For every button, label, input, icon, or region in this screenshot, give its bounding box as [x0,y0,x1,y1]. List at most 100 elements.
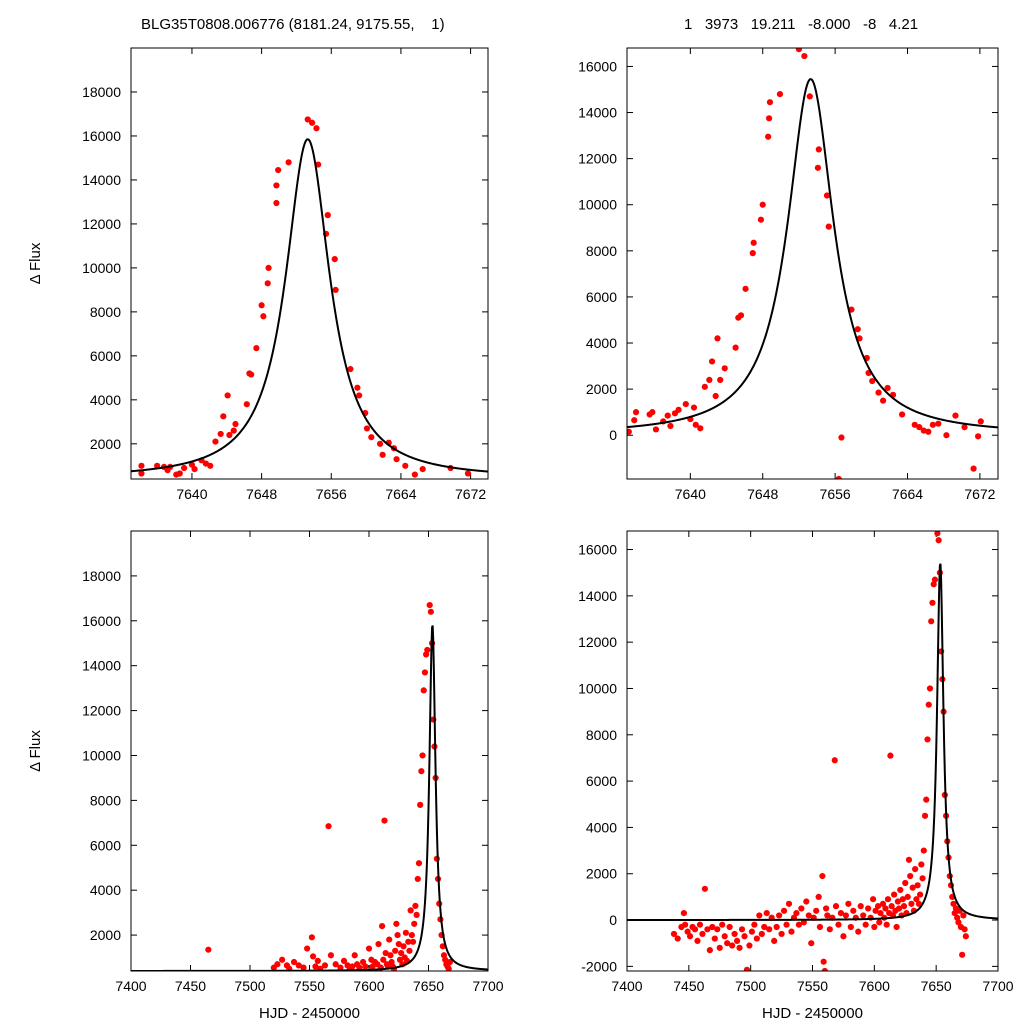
data-point [708,358,716,365]
data-point [778,930,785,938]
data-point [253,345,260,352]
data-point [908,900,915,907]
data-point [667,422,674,430]
x-tick-label: 7550 [294,978,325,994]
data-point [273,199,280,207]
data-point [248,371,255,378]
data-point [243,401,250,408]
data-point [826,926,833,933]
data-point [274,961,281,968]
x-tick-label: 7400 [611,978,642,994]
data-point [883,921,890,928]
data-point [854,326,861,333]
data-point [464,470,472,477]
y-tick-label: 6000 [90,348,121,364]
data-point [706,376,713,383]
data-point [847,923,854,931]
y-tick-label: 6000 [586,289,617,305]
data-point [682,921,689,928]
data-point [888,903,895,910]
data-point [232,420,239,428]
data-point [409,938,417,945]
data-point [732,344,739,351]
x-tick-label: 7672 [455,486,486,502]
y-tick-label: 6000 [90,837,121,853]
data-point [893,923,900,931]
data-point [904,893,911,900]
data-point [721,365,728,372]
data-point [632,409,640,416]
data-point [395,940,402,948]
data-point [783,921,790,928]
data-point [785,900,793,907]
y-tick-label: 8000 [586,243,617,259]
data-point [682,400,689,408]
data-point [415,860,423,867]
data-point [220,413,227,420]
data-point [862,921,869,928]
data-point [380,956,387,963]
data-point [835,475,842,479]
y-tick-label: 12000 [82,216,121,232]
data-point [411,471,418,478]
y-tick-label: -2000 [581,958,617,974]
data-point [419,466,426,473]
data-point [874,903,882,910]
data-point [798,905,805,912]
data-point [875,389,882,396]
data-point [902,879,909,887]
data-point [726,923,733,931]
data-point [394,931,401,939]
x-tick-label: 7450 [175,978,206,994]
data-point [977,418,984,425]
data-point [652,426,660,433]
data-point [765,115,773,122]
data-point [690,404,698,411]
data-point [743,966,751,971]
data-point [717,376,724,383]
data-point [865,905,872,912]
data-point [742,285,749,292]
data-point [756,912,763,919]
data-point [960,912,967,919]
data-point [921,812,929,819]
data-point [920,847,927,854]
data-point [631,417,638,424]
data-point [943,432,950,439]
data-point [931,576,939,583]
data-point [674,935,681,942]
data-point [309,119,316,126]
model-curve [131,625,488,971]
data-point [961,424,968,431]
data-point [356,392,363,399]
data-point [176,470,183,477]
x-axis-label: HJD - 2450000 [259,1005,360,1022]
data-point [295,962,302,969]
data-point [273,182,280,189]
data-point [749,250,756,257]
data-point [379,451,386,458]
data-point [138,462,145,469]
y-tick-label: 14000 [578,105,617,121]
y-tick-label: 16000 [82,613,121,629]
data-point [748,928,756,935]
data-point [381,817,388,824]
data-point [300,964,307,971]
data-point [312,963,319,970]
data-point [763,910,770,917]
y-axis-label: Δ Flux [27,242,44,284]
data-point [701,885,709,892]
y-tick-label: 16000 [82,128,121,144]
x-tick-label: 7500 [735,978,766,994]
data-point [351,952,358,959]
y-tick-label: 2000 [586,866,617,882]
data-point [402,462,409,469]
data-point [869,896,877,903]
data-point [696,921,704,928]
x-tick-label: 7664 [385,486,416,502]
data-point [926,685,934,692]
y-tick-label: 10000 [578,197,617,213]
data-point [260,313,267,320]
data-point [766,926,773,933]
data-point [731,930,738,938]
